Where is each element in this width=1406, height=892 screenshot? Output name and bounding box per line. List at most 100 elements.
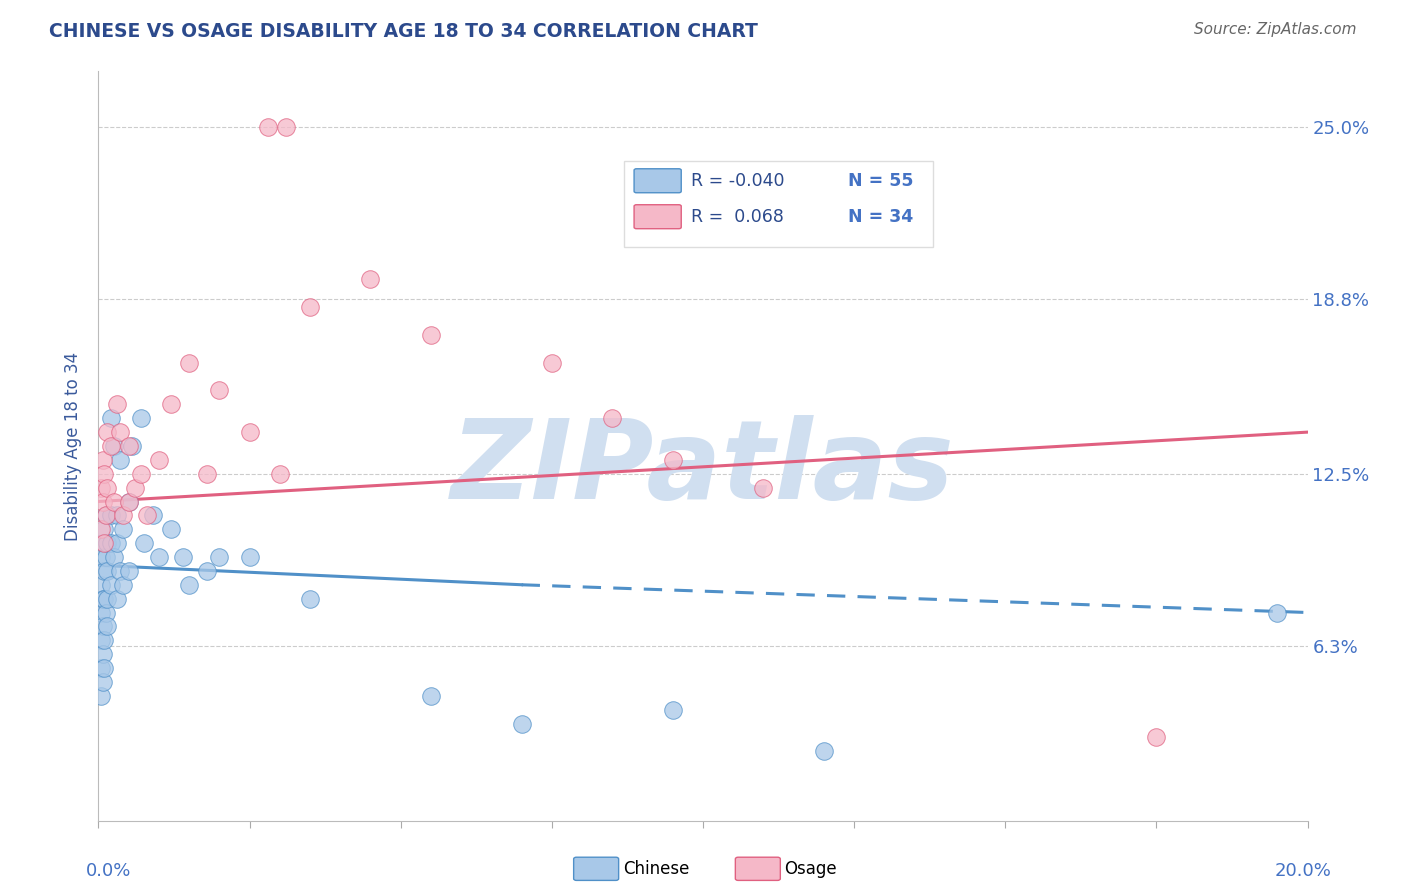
Point bbox=[93, 591, 115, 606]
Point bbox=[360, 272, 382, 286]
Text: N = 55: N = 55 bbox=[848, 172, 914, 190]
Point bbox=[118, 564, 141, 578]
Point bbox=[208, 384, 231, 398]
Point bbox=[299, 591, 322, 606]
Text: CHINESE VS OSAGE DISABILITY AGE 18 TO 34 CORRELATION CHART: CHINESE VS OSAGE DISABILITY AGE 18 TO 34… bbox=[49, 22, 758, 41]
Point bbox=[91, 591, 114, 606]
Point bbox=[661, 703, 683, 717]
Point bbox=[100, 508, 122, 523]
Point bbox=[90, 578, 112, 592]
Point bbox=[100, 411, 122, 425]
Text: Osage: Osage bbox=[785, 860, 837, 878]
Point bbox=[94, 508, 117, 523]
Point bbox=[90, 633, 112, 648]
Text: 20.0%: 20.0% bbox=[1275, 862, 1331, 880]
Point bbox=[111, 508, 134, 523]
Point bbox=[269, 467, 291, 481]
Point bbox=[195, 564, 218, 578]
Point bbox=[94, 606, 117, 620]
Point bbox=[148, 453, 170, 467]
FancyBboxPatch shape bbox=[634, 205, 682, 228]
Point bbox=[752, 481, 775, 495]
Point bbox=[124, 481, 146, 495]
Point bbox=[91, 453, 114, 467]
Point bbox=[93, 467, 115, 481]
Point bbox=[179, 356, 201, 370]
Point bbox=[118, 494, 141, 508]
Point bbox=[90, 661, 112, 675]
Text: R = -0.040: R = -0.040 bbox=[690, 172, 785, 190]
Point bbox=[1267, 606, 1289, 620]
Point bbox=[179, 578, 201, 592]
Text: Source: ZipAtlas.com: Source: ZipAtlas.com bbox=[1194, 22, 1357, 37]
Point bbox=[103, 494, 125, 508]
Point bbox=[420, 689, 443, 703]
Point bbox=[661, 453, 683, 467]
Point bbox=[129, 467, 152, 481]
Point bbox=[195, 467, 218, 481]
Point bbox=[96, 591, 118, 606]
Point bbox=[135, 508, 157, 523]
Point bbox=[94, 549, 117, 564]
Point bbox=[93, 564, 115, 578]
Point bbox=[105, 508, 128, 523]
Point bbox=[90, 522, 112, 536]
Point bbox=[118, 439, 141, 453]
Point bbox=[132, 536, 155, 550]
Point bbox=[239, 549, 262, 564]
Point bbox=[208, 549, 231, 564]
Bar bbox=[624, 161, 932, 247]
Point bbox=[274, 120, 297, 134]
Point bbox=[96, 425, 118, 439]
Point bbox=[111, 578, 134, 592]
Point bbox=[96, 536, 118, 550]
Point bbox=[93, 661, 115, 675]
Point bbox=[91, 619, 114, 633]
Point bbox=[94, 508, 117, 523]
Point bbox=[299, 300, 322, 314]
Point bbox=[148, 549, 170, 564]
Point bbox=[813, 744, 835, 758]
Point bbox=[111, 522, 134, 536]
Point bbox=[96, 564, 118, 578]
Text: R =  0.068: R = 0.068 bbox=[690, 208, 783, 226]
Point bbox=[105, 591, 128, 606]
Point bbox=[540, 356, 562, 370]
Point bbox=[121, 439, 143, 453]
Point bbox=[108, 564, 131, 578]
Point bbox=[93, 536, 115, 550]
Point bbox=[90, 481, 112, 495]
Point bbox=[90, 606, 112, 620]
Point bbox=[129, 411, 152, 425]
Point bbox=[91, 494, 114, 508]
Point bbox=[96, 619, 118, 633]
Point bbox=[602, 411, 624, 425]
Point bbox=[96, 481, 118, 495]
Point bbox=[93, 633, 115, 648]
Point bbox=[105, 397, 128, 411]
Point bbox=[105, 536, 128, 550]
Point bbox=[100, 439, 122, 453]
Point bbox=[91, 674, 114, 689]
Point bbox=[108, 425, 131, 439]
Point bbox=[90, 549, 112, 564]
Text: Chinese: Chinese bbox=[623, 860, 689, 878]
Text: N = 34: N = 34 bbox=[848, 208, 914, 226]
Point bbox=[420, 328, 443, 343]
FancyBboxPatch shape bbox=[634, 169, 682, 193]
Point bbox=[90, 689, 112, 703]
Point bbox=[172, 549, 194, 564]
Point bbox=[108, 453, 131, 467]
Point bbox=[160, 397, 183, 411]
Point bbox=[510, 716, 533, 731]
Point bbox=[160, 522, 183, 536]
Point bbox=[118, 494, 141, 508]
Point bbox=[256, 120, 278, 134]
Point bbox=[93, 522, 115, 536]
Point bbox=[1146, 731, 1168, 745]
Point bbox=[142, 508, 165, 523]
Point bbox=[91, 536, 114, 550]
Point bbox=[103, 549, 125, 564]
Text: 0.0%: 0.0% bbox=[86, 862, 132, 880]
Y-axis label: Disability Age 18 to 34: Disability Age 18 to 34 bbox=[65, 351, 83, 541]
